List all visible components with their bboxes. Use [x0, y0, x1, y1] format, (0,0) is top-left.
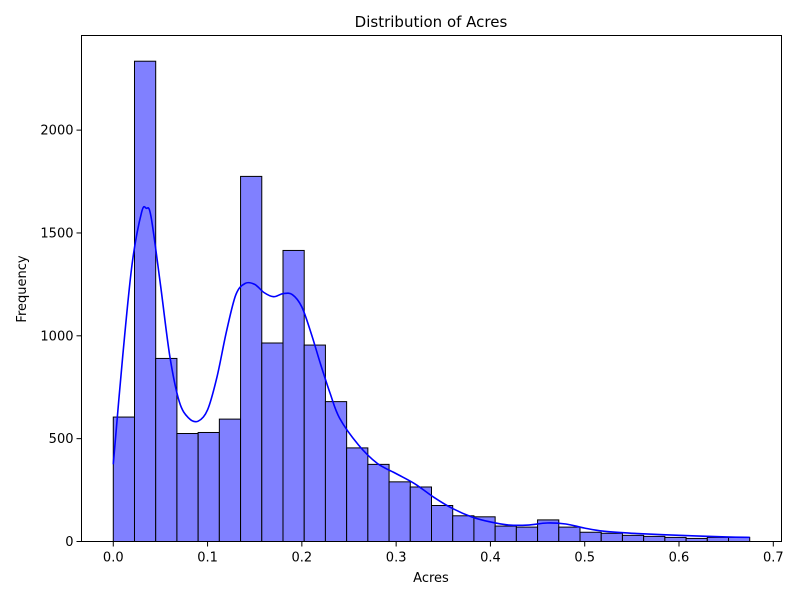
- histogram-bar: [218, 418, 242, 543]
- y-tick-label: 500: [49, 432, 74, 447]
- histogram-bar: [176, 433, 199, 543]
- histogram-bar: [706, 536, 730, 542]
- x-tick-label: 0.5: [574, 551, 595, 566]
- x-axis-ticks: 0.0 0.1 0.2 0.3 0.4 0.5 0.6 0.7: [103, 541, 784, 566]
- x-tick-label: 0.0: [103, 551, 124, 566]
- x-tick-label: 0.2: [292, 551, 313, 566]
- histogram-bar: [303, 344, 326, 542]
- y-axis-title: Frequency: [15, 255, 30, 322]
- histogram-bar: [155, 357, 178, 543]
- histogram-bar: [643, 535, 666, 543]
- x-tick-label: 0.6: [669, 551, 690, 566]
- histogram-bar: [133, 60, 157, 542]
- x-tick-label: 0.7: [763, 551, 784, 566]
- x-axis-title: Acres: [413, 571, 449, 586]
- plot-frame: [81, 35, 782, 542]
- y-tick-label: 0: [65, 535, 73, 550]
- histogram-bar: [197, 431, 220, 542]
- histogram-bar: [346, 447, 369, 543]
- histogram-bar: [431, 505, 454, 542]
- histogram-bar: [261, 342, 284, 542]
- histogram-bar: [664, 536, 687, 542]
- histogram-bar: [324, 401, 348, 543]
- y-axis-ticks: 0 500 1000 1500 2000: [40, 124, 82, 550]
- histogram-bar: [579, 531, 602, 542]
- x-tick-label: 0.1: [197, 551, 218, 566]
- y-tick-label: 1500: [40, 226, 73, 241]
- histogram-bar: [600, 532, 623, 542]
- kde-curve: [112, 205, 750, 539]
- histogram-bar: [621, 534, 645, 543]
- y-tick-label: 1000: [40, 329, 73, 344]
- bars: [112, 60, 751, 543]
- histogram-bar: [282, 249, 305, 543]
- x-tick-label: 0.4: [480, 551, 501, 566]
- histogram-bar: [558, 526, 581, 542]
- histogram-bar: [409, 486, 433, 543]
- x-tick-label: 0.3: [386, 551, 407, 566]
- histogram-bar: [452, 515, 475, 543]
- kde-curve-layer: [112, 205, 750, 539]
- chart-title: Distribution of Acres: [355, 13, 508, 31]
- histogram-bar: [367, 463, 390, 542]
- y-tick-label: 2000: [40, 124, 73, 139]
- histogram-bar: [494, 525, 517, 543]
- histogram-bar: [240, 175, 263, 542]
- histogram-bar: [388, 481, 411, 542]
- histogram-bar: [515, 526, 539, 542]
